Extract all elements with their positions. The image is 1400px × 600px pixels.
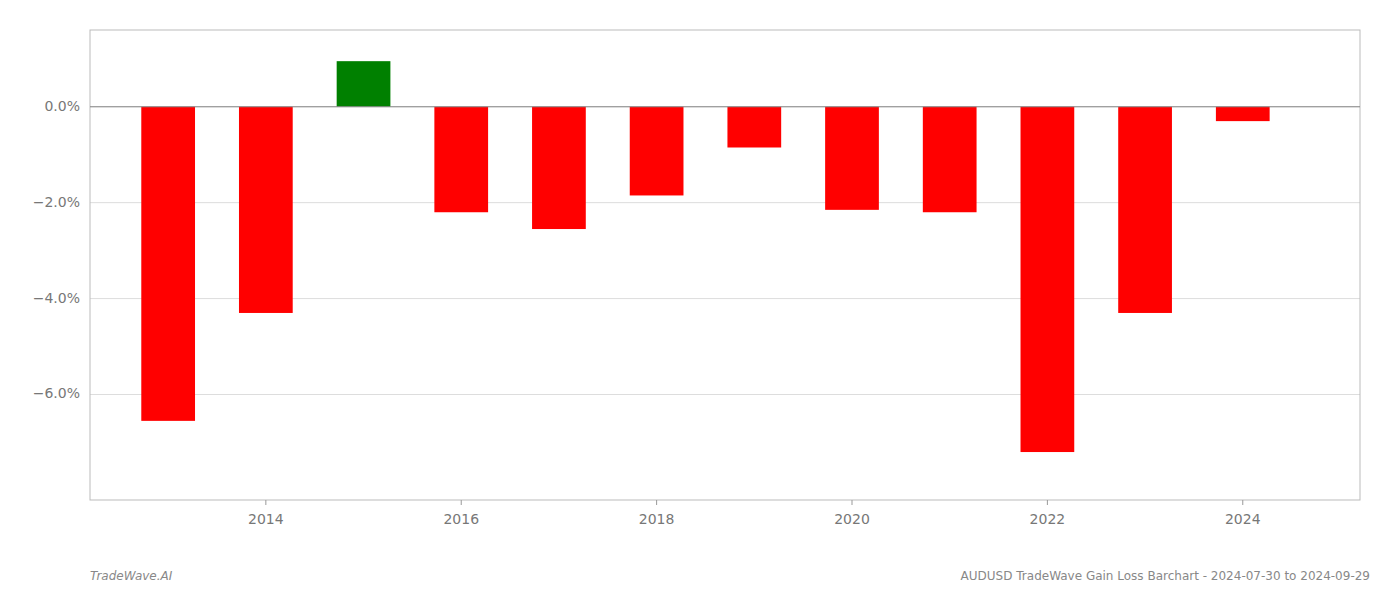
x-tick (265, 500, 266, 505)
bar (1216, 107, 1270, 121)
plot-frame (90, 30, 1360, 500)
bar (825, 107, 879, 210)
annotation: AUDUSD TradeWave Gain Loss Barchart - 20… (961, 569, 1370, 583)
background (0, 0, 1400, 600)
chart-svg: 0.0%−2.0%−4.0%−6.0%201420162018202020222… (0, 0, 1400, 600)
y-tick-label: −2.0% (33, 194, 80, 210)
y-tick-label: −4.0% (33, 290, 80, 306)
x-tick (1047, 500, 1048, 505)
bar (141, 107, 195, 421)
bar (239, 107, 293, 313)
x-tick-label: 2018 (639, 511, 675, 527)
zero-line (90, 106, 1360, 107)
x-tick-label: 2022 (1030, 511, 1066, 527)
bars (141, 61, 1269, 452)
annotation: TradeWave.AI (90, 569, 173, 583)
y-tick-label: 0.0% (44, 98, 80, 114)
chart-container: 0.0%−2.0%−4.0%−6.0%201420162018202020222… (0, 0, 1400, 600)
bar (337, 61, 391, 107)
bar (630, 107, 684, 196)
x-tick (656, 500, 657, 505)
x-tick-label: 2016 (443, 511, 479, 527)
x-tick-label: 2020 (834, 511, 870, 527)
x-tick (1242, 500, 1243, 505)
annotations: TradeWave.AI AUDUSD TradeWave Gain Loss B… (90, 569, 1370, 583)
bar (1118, 107, 1172, 313)
bar (923, 107, 977, 213)
bar (727, 107, 781, 148)
x-tick (852, 500, 853, 505)
y-axis: 0.0% −2.0% −4.0% −6.0% (33, 98, 80, 402)
x-tick-label: 2024 (1225, 511, 1261, 527)
bar (434, 107, 488, 213)
x-tick (461, 500, 462, 505)
bar (532, 107, 586, 229)
grid (90, 107, 1360, 395)
x-axis: 2014 2016 2018 2020 2022 2024 (248, 500, 1261, 527)
grid-line (90, 106, 1360, 107)
bar (1021, 107, 1075, 452)
grid-line (90, 394, 1360, 395)
y-tick-label: −6.0% (33, 385, 80, 401)
x-tick-label: 2014 (248, 511, 284, 527)
